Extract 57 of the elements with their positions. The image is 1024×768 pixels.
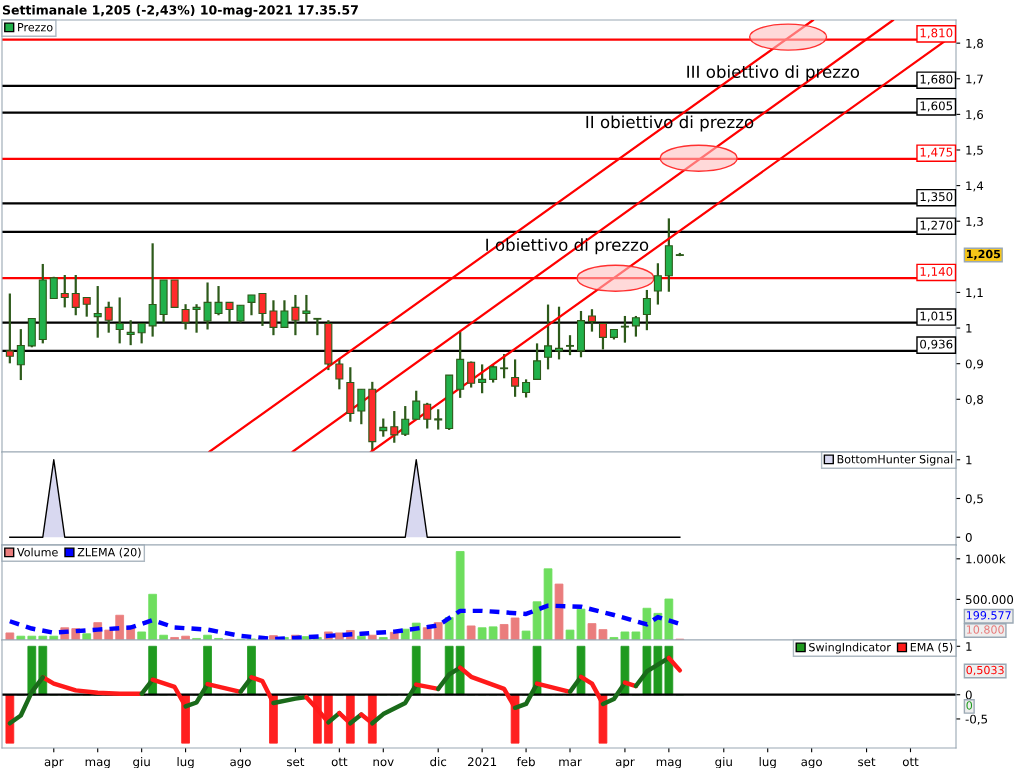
x-tick-label: lug	[759, 757, 776, 768]
chart-title: Settimanale 1,205 (-2,43%) 10-mag-2021 17.35.57	[2, 4, 358, 18]
y-tick-label: 1,6	[966, 110, 984, 121]
ref-line-label: 1,810	[920, 28, 953, 39]
text: 0,5033	[966, 665, 1004, 676]
x-tick-label: mag	[85, 759, 110, 768]
y-tick-label: 0	[965, 532, 972, 542]
x-tick-label: lug	[177, 757, 194, 768]
ref-line-label: 1,015	[920, 311, 953, 322]
x-tick-label: mar	[559, 759, 582, 767]
y-tick-label: 1,3	[966, 216, 983, 228]
x-tick-label: ott	[331, 757, 348, 767]
y-tick-label: 1,1	[966, 288, 983, 299]
y-tick-label: 1,7	[966, 74, 983, 85]
x-tick-label: set	[858, 757, 876, 767]
y-tick-label: 1,4	[966, 181, 984, 192]
y-tick-label: 0,5	[965, 494, 983, 505]
legend-label: BottomHunter Signal	[837, 454, 953, 466]
y-tick-label: 1	[966, 323, 972, 333]
ref-line-label: 1,140	[920, 266, 953, 278]
x-tick-label: ago	[230, 759, 251, 768]
ref-line-label: 1,270	[920, 220, 953, 231]
ref-line-label: 1,350	[920, 192, 953, 203]
x-tick-label: giu	[715, 757, 732, 768]
y-tick-label: 1	[966, 642, 972, 651]
x-tick-label: dic	[430, 757, 447, 767]
text: 1,205	[966, 249, 1001, 260]
x-tick-label: 2021	[467, 757, 497, 767]
legend-label: EMA (5)	[910, 642, 953, 653]
ref-line-label: 1,680	[920, 74, 953, 85]
ref-line-label: 1,605	[920, 101, 953, 112]
legend-label: ZLEMA (20)	[77, 547, 141, 558]
x-tick-label: ott	[902, 757, 919, 767]
y-tick-label: 1.000k	[966, 554, 1006, 564]
x-tick-label: feb	[516, 757, 535, 767]
y-tick-label: 0	[965, 690, 972, 700]
y-tick-label: -0,5	[965, 714, 988, 725]
x-tick-label: nov	[373, 759, 394, 767]
y-tick-label: 1	[966, 455, 972, 465]
x-tick-label: apr	[44, 759, 64, 768]
text: 10.800	[966, 625, 1004, 634]
y-tick-label: 500.000	[965, 595, 1014, 605]
x-tick-label: mag	[656, 759, 681, 768]
x-tick-label: giu	[133, 757, 150, 768]
x-tick-label: ago	[801, 759, 822, 768]
y-tick-label: 0,9	[965, 359, 983, 370]
x-tick-label: apr	[615, 759, 635, 768]
y-tick-label: 1,8	[966, 38, 983, 50]
ref-line-label: 0,936	[920, 339, 953, 350]
y-tick-label: 0,8	[965, 395, 983, 406]
legend-label: SwingIndicator	[809, 642, 891, 654]
ref-line-label: 1,475	[920, 147, 953, 158]
legend-label: Prezzo	[18, 23, 53, 32]
x-tick-label: set	[287, 757, 305, 767]
legend-label: Volume	[17, 547, 58, 557]
text: 199.577	[966, 611, 1011, 620]
y-tick-label: 1,5	[966, 145, 983, 156]
